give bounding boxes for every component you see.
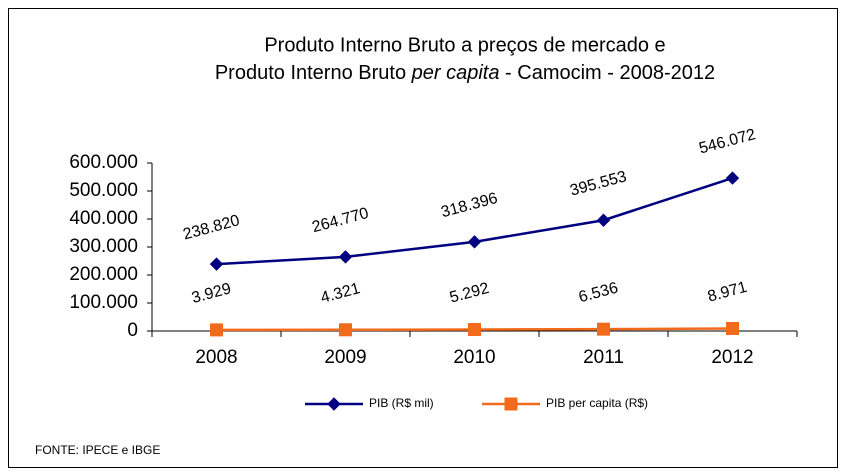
data-point xyxy=(210,323,223,337)
title-part: Produto Interno Bruto xyxy=(215,62,412,84)
data-point xyxy=(467,235,482,249)
y-tick-label: 600.000 xyxy=(69,152,138,173)
data-point xyxy=(726,321,739,335)
y-tick-label: 100.000 xyxy=(69,292,138,313)
x-tick-label: 2012 xyxy=(711,347,753,368)
y-tick-label: 200.000 xyxy=(69,264,138,285)
data-point xyxy=(468,323,481,337)
chart-border xyxy=(8,8,838,468)
chart-title-line2: Produto Interno Bruto per capita - Camoc… xyxy=(215,62,715,84)
legend-marker xyxy=(504,397,518,411)
data-point xyxy=(338,250,353,264)
y-tick-label: 400.000 xyxy=(69,208,138,229)
data-point xyxy=(339,323,352,337)
data-point xyxy=(209,257,224,271)
chart-title-line1: Produto Interno Bruto a preços de mercad… xyxy=(264,34,665,56)
legend-marker xyxy=(327,397,341,411)
data-point xyxy=(597,322,610,336)
x-tick-label: 2010 xyxy=(453,347,495,368)
x-tick-label: 2008 xyxy=(195,347,237,368)
data-point xyxy=(596,213,611,227)
legend-label: PIB per capita (R$) xyxy=(546,396,648,410)
title-part: per capita xyxy=(411,62,500,84)
data-point xyxy=(725,171,740,185)
x-tick-label: 2009 xyxy=(324,347,366,368)
x-tick-label: 2011 xyxy=(583,347,624,368)
y-tick-label: 0 xyxy=(127,320,138,341)
title-part: - Camocim - 2008-2012 xyxy=(499,62,715,84)
y-tick-label: 300.000 xyxy=(69,236,138,257)
legend-label: PIB (R$ mil) xyxy=(369,396,434,410)
source-note: FONTE: IPECE e IBGE xyxy=(35,443,160,457)
y-tick-label: 500.000 xyxy=(69,180,138,201)
